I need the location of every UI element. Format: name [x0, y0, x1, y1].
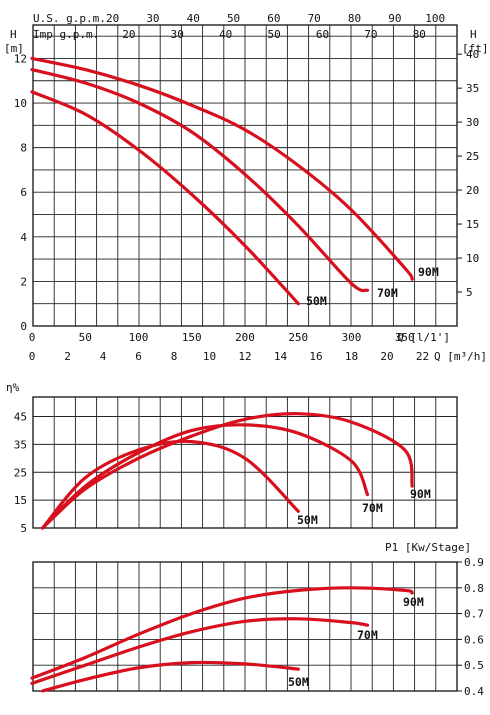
y-right-tick-label: 20 — [466, 184, 479, 197]
y-tick-label: 2 — [20, 275, 27, 288]
y-right-tick-label: 10 — [466, 252, 479, 265]
y-tick-label: 6 — [20, 186, 27, 199]
pow-y-tick-label: 0.5 — [464, 659, 484, 672]
x-tick-label: 250 — [288, 331, 308, 344]
x2-tick-label: 4 — [100, 350, 107, 363]
y-axis-left-h: H — [10, 28, 17, 41]
top-axis-1-tick: 50 — [227, 12, 240, 25]
efficiency-y-axis-label: η% — [6, 381, 20, 394]
top-axis-1-label: U.S. g.p.m. — [33, 12, 106, 25]
x2-tick-label: 22 — [416, 350, 429, 363]
x2-tick-label: 12 — [238, 350, 251, 363]
top-axis-2-tick: 30 — [171, 28, 184, 41]
top-axis-2-label: Imp g.p.m. — [33, 28, 99, 41]
eff-y-tick-label: 25 — [14, 466, 27, 479]
top-axis-1-tick: 20 — [106, 12, 119, 25]
top-axis-1-tick: 60 — [267, 12, 280, 25]
eff-y-tick-label: 15 — [14, 494, 27, 507]
eff-curve-50m — [41, 439, 300, 530]
x2-tick-label: 8 — [171, 350, 178, 363]
x2-tick-label: 18 — [345, 350, 358, 363]
top-axis-2-tick: 40 — [219, 28, 232, 41]
x-axis-label: Q [l/1'] — [397, 331, 450, 344]
top-axis-2-tick: 20 — [122, 28, 135, 41]
x2-tick-label: 2 — [64, 350, 71, 363]
x-tick-label: 100 — [129, 331, 149, 344]
head-curve-70m — [30, 68, 370, 293]
top-axis-2-tick: 70 — [364, 28, 377, 41]
pow-series-label-50m: 50M — [288, 675, 309, 689]
top-axis-2-tick: 60 — [316, 28, 329, 41]
head-chart: U.S. g.p.m. Imp g.p.m. 20 30 40 50 60 70 80 90 1… — [4, 12, 489, 363]
head-curve-90m — [30, 56, 414, 281]
x2-tick-label: 14 — [274, 350, 288, 363]
y-right-tick-label: 35 — [466, 82, 479, 95]
head-curve-50m — [30, 90, 300, 306]
eff-series-label-90m: 90M — [410, 487, 431, 501]
y-tick-label: 0 — [20, 320, 27, 333]
head-chart-frame — [32, 24, 458, 327]
x2-tick-label: 0 — [29, 350, 36, 363]
power-chart-frame — [32, 561, 458, 692]
y-right-tick-label: 25 — [466, 150, 479, 163]
head-series-label-50m: 50M — [306, 294, 327, 308]
pow-series-label-90m: 90M — [403, 595, 424, 609]
y-axis-right-unit: [ft] — [462, 42, 489, 55]
top-axis-1-tick: 100 — [425, 12, 445, 25]
head-series-label-90m: 90M — [418, 265, 439, 279]
top-axis-2-tick: 50 — [267, 28, 280, 41]
top-axis-1-tick: 30 — [146, 12, 159, 25]
top-axis-1-tick: 70 — [308, 12, 321, 25]
pow-y-tick-label: 0.9 — [464, 556, 484, 569]
pow-curve-70m — [30, 617, 370, 685]
pow-series-label-70m: 70M — [357, 628, 378, 642]
top-axis-1-tick: 80 — [348, 12, 361, 25]
eff-curve-90m — [41, 412, 414, 530]
y-tick-label: 4 — [20, 231, 27, 244]
eff-series-label-70m: 70M — [362, 501, 383, 515]
x-tick-label: 50 — [79, 331, 92, 344]
y-right-tick-label: 15 — [466, 218, 479, 231]
head-series-label-70m: 70M — [377, 286, 398, 300]
eff-curve-70m — [41, 423, 370, 530]
pow-curve-50m — [41, 660, 300, 693]
y-axis-left-unit: [m] — [4, 42, 24, 55]
pow-y-tick-label: 0.6 — [464, 633, 484, 646]
top-axis-1-tick: 40 — [187, 12, 200, 25]
pow-y-tick-label: 0.7 — [464, 608, 484, 621]
efficiency-chart-frame — [32, 396, 458, 529]
pow-curve-90m — [30, 586, 414, 680]
top-axis-1-tick: 90 — [388, 12, 401, 25]
y-tick-label: 8 — [20, 142, 27, 155]
y-right-tick-label: 5 — [466, 286, 473, 299]
eff-y-tick-label: 35 — [14, 438, 27, 451]
x-axis-2-label: Q [m³/h] — [434, 350, 487, 363]
x2-tick-label: 16 — [309, 350, 322, 363]
pow-y-tick-label: 0.8 — [464, 582, 484, 595]
x2-tick-label: 6 — [135, 350, 142, 363]
x2-tick-label: 20 — [380, 350, 393, 363]
y-right-tick-label: 40 — [466, 48, 479, 61]
top-axis-2-tick: 80 — [413, 28, 426, 41]
y-tick-label: 10 — [14, 97, 27, 110]
pow-y-tick-label: 0.4 — [464, 685, 484, 698]
x-tick-label: 0 — [29, 331, 36, 344]
eff-y-tick-label: 45 — [14, 411, 27, 424]
y-axis-right-h: H — [470, 28, 477, 41]
x2-tick-label: 10 — [203, 350, 216, 363]
x-tick-label: 150 — [182, 331, 202, 344]
eff-series-label-50m: 50M — [297, 513, 318, 527]
x-tick-label: 200 — [235, 331, 255, 344]
y-tick-label: 12 — [14, 52, 27, 65]
x-tick-label: 300 — [342, 331, 362, 344]
efficiency-chart: η% 5 15 25 35 45 50M 70M 90M — [6, 381, 458, 535]
eff-y-tick-label: 5 — [20, 522, 27, 535]
y-right-tick-label: 30 — [466, 116, 479, 129]
x-tick-label: 350 — [395, 331, 415, 344]
power-y-axis-label: P1 [Kw/Stage] — [385, 541, 471, 554]
power-chart: P1 [Kw/Stage] 0.4 0.5 0.6 0.7 0.8 0.9 50M 70M… — [30, 541, 484, 698]
